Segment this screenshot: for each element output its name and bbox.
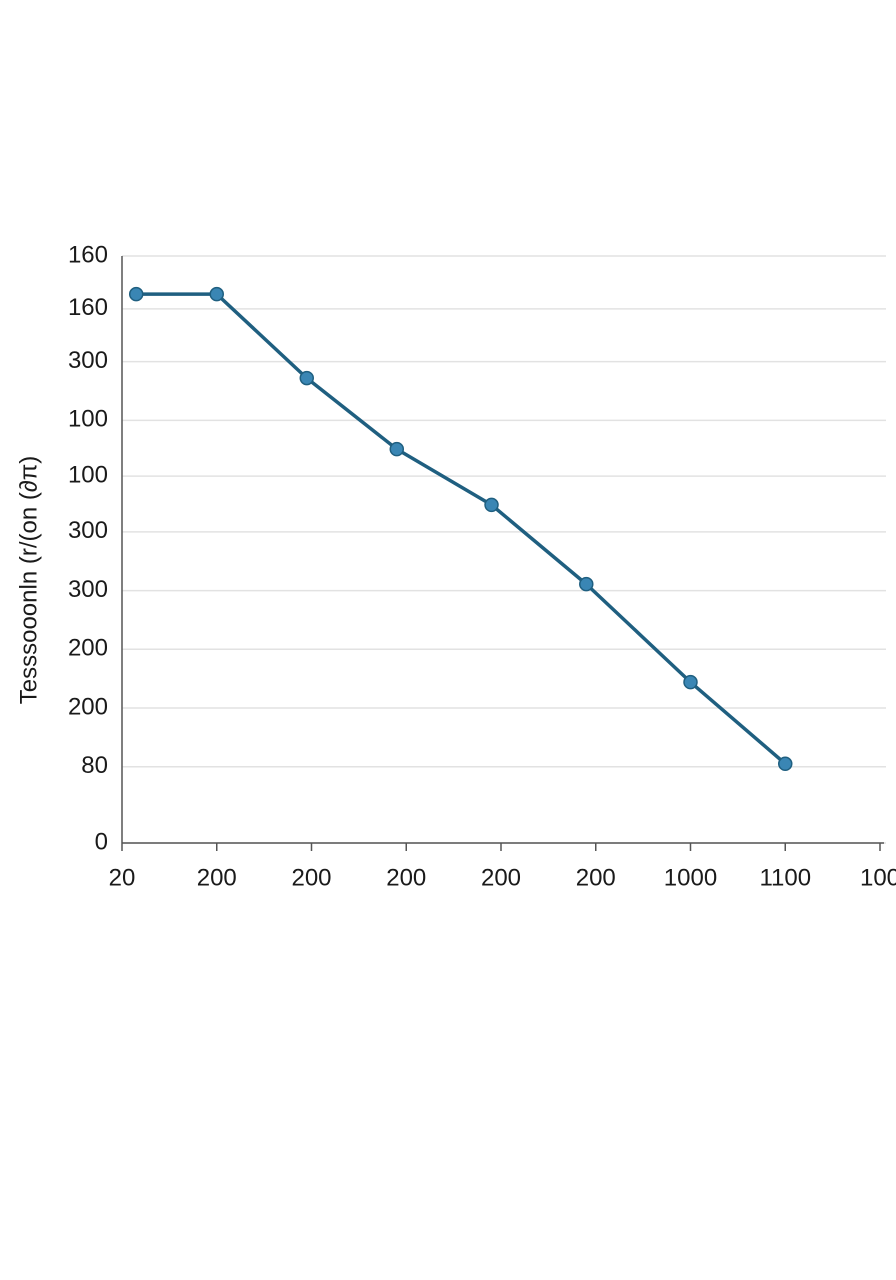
y-tick-label: 100 [68, 461, 108, 488]
y-tick-label: 300 [68, 576, 108, 603]
x-tick-label: 200 [291, 864, 331, 891]
point [389, 441, 405, 457]
point [128, 286, 144, 302]
x-tick-label: 1100 [759, 864, 811, 891]
x-tick-label: 1000 [664, 864, 717, 891]
line [136, 292, 787, 766]
point [209, 286, 224, 302]
y-tick-label: 200 [68, 693, 108, 720]
x-tick-label: 200 [386, 864, 426, 891]
y-tick-label: 300 [68, 517, 108, 544]
x-tick-label: 200 [197, 864, 237, 891]
point [484, 497, 499, 513]
y-tick-label: 160 [68, 294, 108, 321]
x-tick-label: 200 [481, 864, 521, 891]
x-tick-label: 20 [109, 864, 136, 891]
point [579, 576, 594, 592]
y-tick-label: 200 [68, 635, 108, 662]
y-tick-label: 80 [81, 752, 108, 779]
point [683, 674, 698, 690]
x-tick-label: 100 [860, 864, 896, 891]
point [299, 370, 315, 386]
point [778, 756, 793, 772]
y-tick-label: 100 [68, 406, 108, 433]
y-tick-label: 0 [95, 828, 108, 855]
y-tick-label: 300 [68, 347, 108, 374]
y-tick-label: 160 [68, 241, 108, 268]
x-tick-label: 200 [576, 864, 616, 891]
y-axis-label: Tesssooonln (r/(on (∂π) [15, 456, 42, 705]
